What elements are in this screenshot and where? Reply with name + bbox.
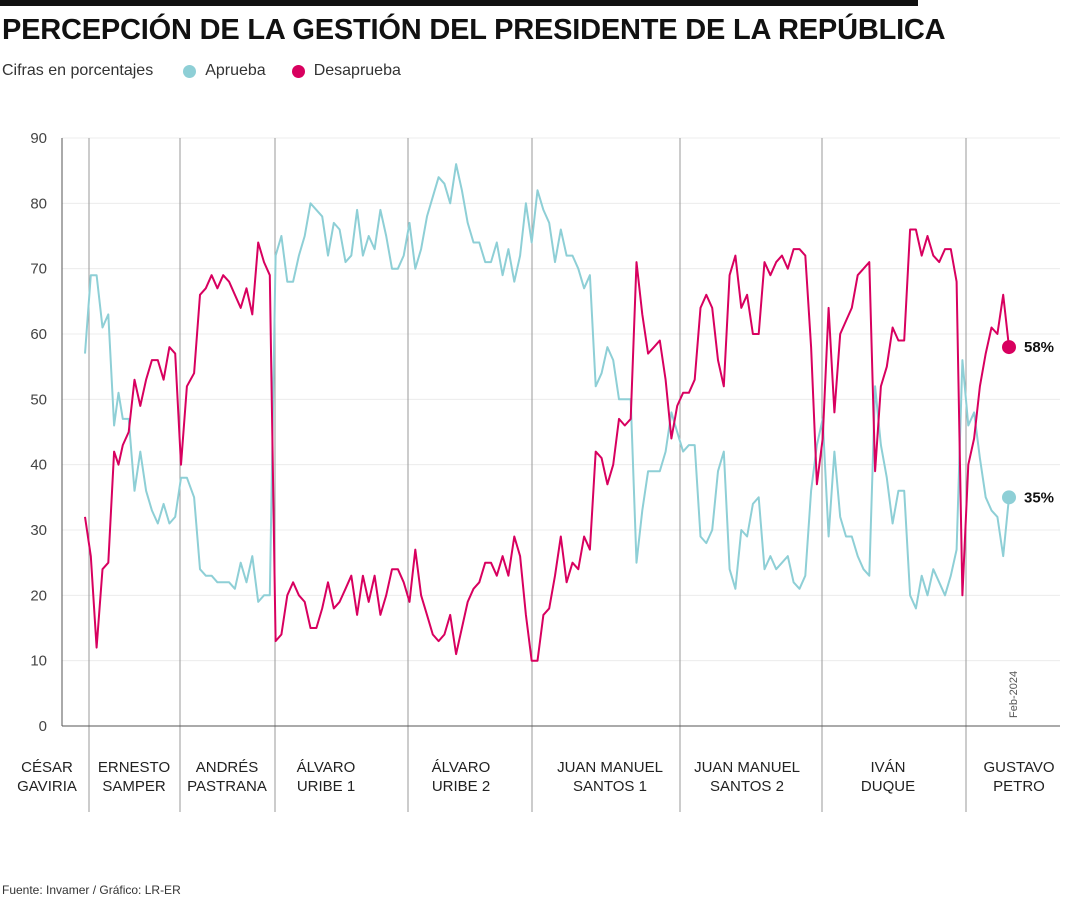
period-label: PASTRANA <box>187 778 267 795</box>
period-label: ÁLVARO <box>297 759 356 776</box>
legend-label-desaprueba: Desaprueba <box>313 62 401 79</box>
series-layer: 35% 58% <box>84 163 1054 662</box>
y-tick-label: 50 <box>30 391 47 408</box>
period-label: SANTOS 1 <box>573 778 647 795</box>
end-value-label: 35% <box>1024 489 1054 506</box>
y-tick-label: 70 <box>30 261 47 278</box>
period-label: CÉSAR <box>21 759 73 776</box>
period-label: JUAN MANUEL <box>557 759 663 776</box>
source-credit: Fuente: Invamer / Gráfico: LR-ER <box>2 883 181 897</box>
y-axis: 0 10 20 30 40 50 60 70 80 90 <box>30 130 1060 735</box>
period-labels: CÉSAR GAVIRIA ERNESTO SAMPER ANDRÉS PASTRANA Á… <box>17 759 1054 795</box>
end-value-label: 58% <box>1024 339 1054 356</box>
end-point-aprueba <box>1002 490 1016 505</box>
period-label: GAVIRIA <box>17 778 77 795</box>
y-tick-label: 80 <box>30 195 47 212</box>
period-label: JUAN MANUEL <box>694 759 800 776</box>
series-line-desaprueba <box>84 228 1010 662</box>
y-tick-label: 90 <box>30 130 47 147</box>
legend-dot-desaprueba <box>291 64 305 78</box>
period-label: PETRO <box>993 778 1045 795</box>
legend-item-aprueba: Aprueba <box>183 62 266 80</box>
legend-dot-aprueba <box>183 64 197 78</box>
legend-label-aprueba: Aprueba <box>205 62 266 79</box>
period-label: ERNESTO <box>98 759 170 776</box>
period-label: GUSTAVO <box>983 759 1054 776</box>
period-label: URIBE 2 <box>432 778 490 795</box>
top-rule <box>0 0 918 6</box>
period-label: IVÁN <box>870 759 905 776</box>
y-tick-label: 60 <box>30 326 47 343</box>
period-label: ANDRÉS <box>196 759 259 776</box>
period-label: SANTOS 2 <box>710 778 784 795</box>
series-line-aprueba <box>84 163 1010 610</box>
y-tick-label: 40 <box>30 457 47 474</box>
y-tick-label: 0 <box>39 718 47 735</box>
period-label: DUQUE <box>861 778 915 795</box>
legend-item-desaprueba: Desaprueba <box>291 62 401 80</box>
grid-layer <box>62 137 1060 662</box>
period-dividers <box>88 138 967 812</box>
period-label: URIBE 1 <box>297 778 355 795</box>
legend: Cifras en porcentajes Aprueba Desaprueba <box>2 62 427 80</box>
end-point-desaprueba <box>1002 340 1016 355</box>
y-tick-label: 10 <box>30 653 47 670</box>
date-note: Feb-2024 <box>1008 671 1020 718</box>
period-label: SAMPER <box>102 778 166 795</box>
y-tick-label: 20 <box>30 587 47 604</box>
units-note: Cifras en porcentajes <box>2 62 154 79</box>
chart-title: PERCEPCIÓN DE LA GESTIÓN DEL PRESIDENTE … <box>2 14 946 46</box>
period-label: ÁLVARO <box>432 759 491 776</box>
y-tick-label: 30 <box>30 522 47 539</box>
